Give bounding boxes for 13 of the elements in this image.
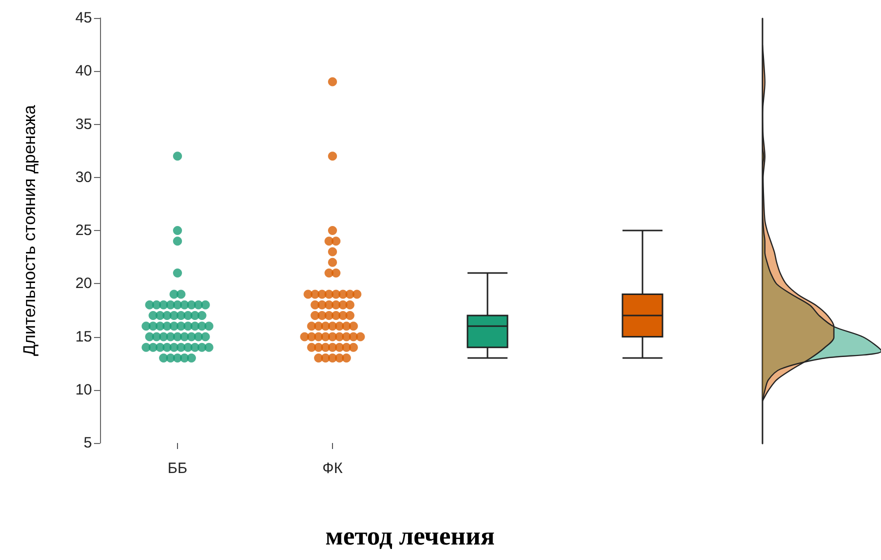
y-tick-label: 10 <box>75 381 92 398</box>
y-tick-label: 20 <box>75 275 92 292</box>
y-tick-label: 35 <box>75 116 92 133</box>
y-tick-label: 15 <box>75 328 92 346</box>
x-tick-label: ББ <box>168 460 188 477</box>
y-tick-label: 5 <box>84 434 92 452</box>
y-tick-label: 45 <box>75 10 92 26</box>
x-axis-title: метод лечения <box>325 522 495 550</box>
y-axis-title: Длительность стояния дренажа <box>20 104 39 356</box>
y-tick-label: 30 <box>75 168 92 186</box>
x-tick-label: ФК <box>322 460 343 477</box>
y-tick-label: 25 <box>75 222 92 239</box>
y-tick-label: 40 <box>75 62 92 80</box>
